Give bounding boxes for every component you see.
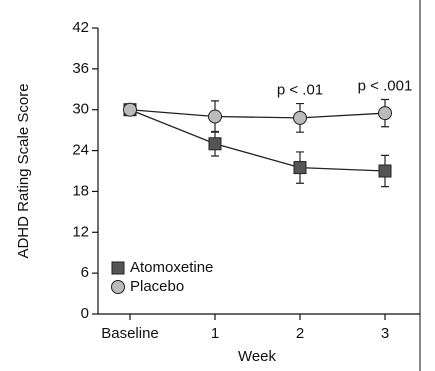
annotation: p < .001: [358, 77, 413, 94]
y-tick-label: 12: [72, 223, 89, 240]
legend-marker: [111, 280, 125, 294]
annotation: p < .01: [277, 82, 323, 99]
data-point: [293, 161, 307, 175]
data-point: [208, 137, 222, 151]
data-point: [123, 102, 137, 117]
legend-label: Placebo: [130, 278, 184, 295]
x-tick-label: 2: [296, 325, 304, 342]
data-point: [378, 106, 392, 121]
legend-label: Atomoxetine: [130, 259, 213, 276]
x-tick-label: 3: [381, 325, 389, 342]
x-axis-label: Week: [238, 348, 277, 365]
y-axis-label: ADHD Rating Scale Score: [15, 83, 32, 258]
x-tick-label: 1: [211, 325, 219, 342]
series-line: [129, 109, 386, 119]
y-tick-label: 42: [72, 19, 89, 36]
legend-marker: [111, 261, 125, 275]
y-tick-label: 0: [81, 305, 89, 322]
data-point: [208, 109, 222, 124]
y-tick-label: 24: [72, 142, 89, 159]
y-tick-label: 6: [81, 264, 89, 281]
data-point: [378, 164, 392, 178]
x-tick-label: Baseline: [101, 325, 159, 342]
y-tick-label: 36: [72, 60, 89, 77]
y-tick-label: 30: [72, 101, 89, 118]
series-line: [129, 109, 386, 172]
data-point: [293, 110, 307, 125]
y-tick-label: 18: [72, 182, 89, 199]
